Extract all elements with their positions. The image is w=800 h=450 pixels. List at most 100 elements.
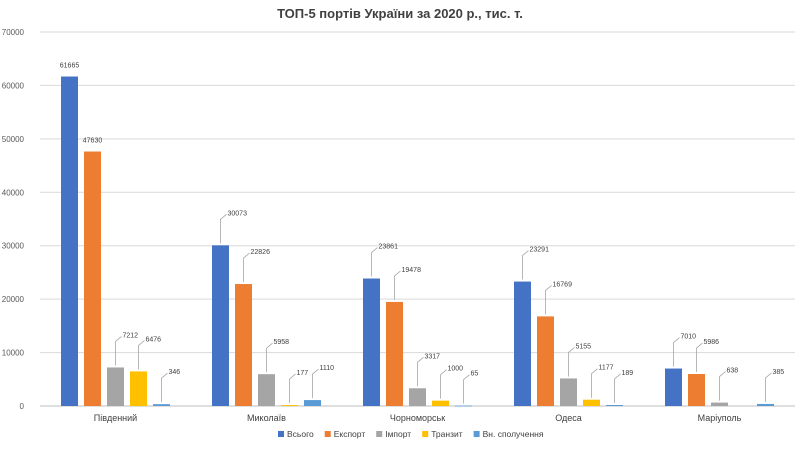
label-leader-line	[696, 342, 703, 373]
label-leader-line	[312, 368, 319, 399]
x-category-label: Південний	[94, 413, 137, 423]
x-category-label: Одеса	[555, 413, 582, 423]
bar	[432, 400, 449, 406]
data-label: 1110	[320, 365, 335, 372]
y-tick-label: 0	[20, 402, 25, 411]
label-leader-line	[568, 347, 575, 377]
x-axis: Південний Миколаїв Чорноморськ Одеса Маріупо…	[94, 413, 742, 423]
legend-item: Експорт	[324, 429, 366, 439]
label-leader-line	[614, 373, 621, 403]
label-leader-line	[394, 270, 401, 300]
bar	[757, 403, 774, 406]
legend: Всього Експорт Імпорт Транзит Вн. сполучення	[278, 429, 544, 439]
legend-label: Імпорт	[385, 429, 411, 439]
label-leader-line	[545, 285, 552, 315]
label-leader-line	[243, 252, 250, 283]
label-leader-line	[765, 372, 772, 402]
legend-label: Транзит	[431, 429, 463, 439]
y-tick-label: 40000	[2, 188, 25, 197]
data-label: 177	[297, 370, 309, 377]
label-leader-line	[161, 372, 168, 403]
data-label: 3317	[425, 353, 441, 360]
legend-swatch	[473, 431, 480, 437]
label-leader-line	[463, 374, 470, 404]
data-label: 385	[773, 369, 785, 376]
bar	[537, 316, 554, 406]
y-tick-label: 70000	[2, 28, 25, 37]
legend-label: Всього	[287, 429, 314, 439]
label-leader-line	[591, 368, 598, 398]
x-category-label: Маріуполь	[698, 413, 742, 423]
legend-item: Всього	[278, 429, 314, 439]
bar	[455, 405, 472, 407]
label-leader-line	[417, 356, 424, 387]
x-category-label: Миколаїв	[247, 413, 286, 423]
bar	[688, 374, 705, 406]
label-leader-line	[673, 337, 680, 367]
data-label: 22826	[251, 249, 271, 256]
bar	[386, 301, 403, 406]
data-label: 19478	[402, 267, 422, 274]
bar	[304, 400, 321, 406]
data-label: 47630	[83, 138, 103, 145]
data-label: 1000	[448, 366, 464, 373]
data-label: 30073	[228, 210, 248, 217]
data-label: 5958	[274, 339, 290, 346]
data-label: 7212	[123, 332, 139, 339]
data-labels: 61665 47630 7212 6476 346 30073 22826 5958 177 11…	[60, 63, 785, 378]
legend-label: Експорт	[334, 429, 366, 439]
data-label: 346	[169, 369, 181, 376]
legend-label: Вн. сполучення	[483, 429, 544, 439]
chart-title: ТОП-5 портів України за 2020 р., тис. т.	[277, 6, 523, 21]
bar	[107, 367, 124, 406]
y-tick-label: 10000	[2, 349, 25, 358]
y-tick-label: 20000	[2, 295, 25, 304]
data-label: 16769	[553, 281, 573, 288]
legend-item: Вн. сполучення	[473, 429, 544, 439]
label-leader-line	[371, 247, 378, 277]
data-label: 5986	[704, 339, 720, 346]
data-label: 23291	[530, 247, 550, 254]
legend-item: Імпорт	[376, 429, 411, 439]
gridlines	[40, 31, 795, 407]
y-axis: 0 10000 20000 30000 40000 50000 60000 70000	[2, 28, 25, 411]
data-label: 65	[471, 371, 479, 378]
label-leader-line	[220, 214, 227, 244]
y-tick-label: 50000	[2, 135, 25, 144]
data-label: 1177	[599, 365, 614, 372]
x-category-label: Чорноморськ	[390, 413, 445, 423]
legend-swatch	[422, 431, 429, 437]
bar	[514, 281, 531, 406]
data-label: 6476	[146, 336, 162, 343]
legend-swatch	[376, 431, 383, 437]
bar	[665, 368, 682, 406]
label-leader-line	[266, 342, 273, 373]
y-tick-label: 60000	[2, 81, 25, 90]
legend-swatch	[324, 431, 331, 437]
bar	[235, 284, 252, 406]
label-leader-line	[289, 373, 296, 404]
bar	[583, 399, 600, 406]
data-label: 189	[622, 370, 634, 377]
label-leader-line	[719, 371, 726, 401]
bars	[61, 76, 774, 407]
bar	[606, 404, 623, 406]
label-leader-line	[115, 336, 122, 366]
data-label: 7010	[681, 334, 697, 341]
bar	[258, 374, 275, 406]
label-leader-line	[522, 250, 529, 280]
bar	[409, 388, 426, 406]
bar	[281, 405, 298, 406]
bar	[130, 371, 147, 406]
bar	[363, 278, 380, 406]
legend-swatch	[278, 431, 284, 437]
data-label: 23861	[379, 244, 399, 251]
data-label: 5155	[576, 343, 592, 350]
bar	[84, 151, 101, 406]
legend-item: Транзит	[422, 429, 463, 439]
bar	[153, 404, 170, 406]
bar	[560, 378, 577, 406]
bar	[212, 245, 229, 406]
